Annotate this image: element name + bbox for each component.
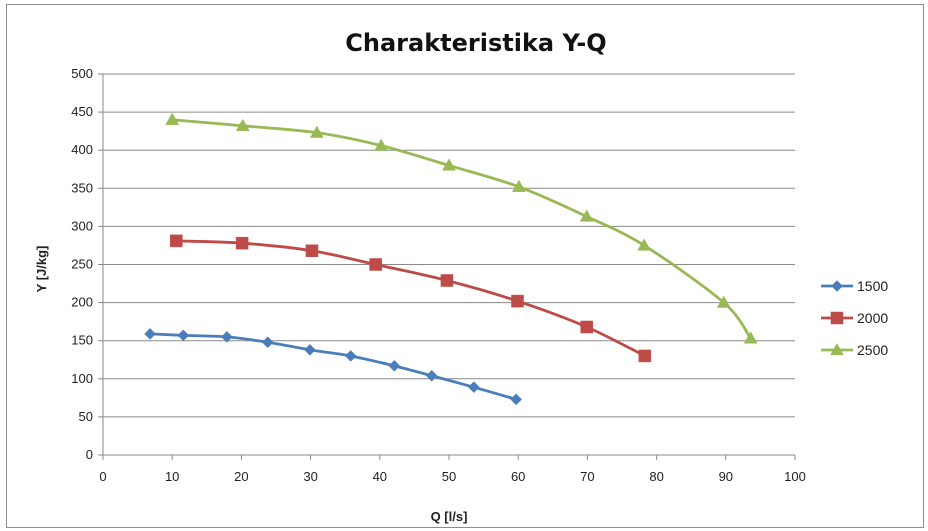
data-point-2500 bbox=[309, 125, 324, 138]
data-point-1500 bbox=[261, 336, 274, 349]
series-line-2500 bbox=[172, 118, 752, 340]
data-point-1500 bbox=[510, 393, 522, 406]
legend-label-2500: 2500 bbox=[857, 342, 888, 358]
data-point-2000 bbox=[638, 349, 652, 363]
legend-marker-1500 bbox=[831, 280, 843, 292]
data-point-2500 bbox=[374, 138, 389, 151]
y-tick-label: 150 bbox=[71, 333, 93, 348]
legend-marker-2000 bbox=[830, 311, 844, 325]
data-point-1500 bbox=[388, 359, 401, 372]
chart-frame: Charakteristika Y-Q 0 50 100 150 200 250 300 35… bbox=[6, 4, 924, 528]
legend-label-2000: 2000 bbox=[857, 310, 888, 326]
gridlines bbox=[103, 73, 795, 418]
data-point-2500 bbox=[637, 238, 652, 251]
axes bbox=[98, 73, 796, 460]
data-point-2500 bbox=[235, 118, 250, 131]
data-point-2000 bbox=[170, 234, 183, 248]
series-markers bbox=[144, 112, 758, 406]
x-tick-label: 20 bbox=[234, 469, 248, 484]
data-point-1500 bbox=[304, 343, 316, 356]
y-tick-label: 450 bbox=[71, 104, 93, 119]
x-tick-label: 30 bbox=[303, 469, 317, 484]
y-axis-label: Y [J/kg] bbox=[34, 246, 49, 293]
data-point-1500 bbox=[468, 381, 480, 394]
data-point-2000 bbox=[235, 236, 249, 250]
legend-label-1500: 1500 bbox=[857, 278, 888, 294]
y-tick-label: 500 bbox=[71, 66, 93, 81]
data-point-1500 bbox=[144, 327, 156, 340]
data-point-2500 bbox=[716, 295, 731, 308]
x-tick-label: 90 bbox=[719, 469, 733, 484]
data-point-2500 bbox=[579, 209, 594, 222]
legend: 1500 2000 2500 bbox=[821, 278, 888, 358]
y-tick-label: 50 bbox=[79, 409, 93, 424]
data-point-1500 bbox=[221, 331, 233, 343]
x-tick-label: 100 bbox=[784, 469, 806, 484]
y-tick-label: 250 bbox=[71, 257, 93, 272]
data-point-2500 bbox=[743, 331, 758, 344]
series-line-1500 bbox=[149, 332, 517, 401]
data-point-2000 bbox=[369, 258, 382, 271]
data-point-2000 bbox=[305, 244, 319, 258]
data-point-2000 bbox=[580, 320, 593, 334]
y-tick-label: 300 bbox=[71, 218, 93, 233]
x-tick-label: 0 bbox=[99, 469, 106, 484]
y-tick-label: 100 bbox=[71, 371, 93, 386]
x-axis-label: Q [l/s] bbox=[431, 509, 468, 524]
chart-svg: Charakteristika Y-Q 05010015020025030035… bbox=[34, 29, 888, 524]
data-point-1500 bbox=[344, 350, 357, 362]
tick-labels: 0 50 100 150 200 250 300 350 400 450 500 0 10 20 30 40 5… bbox=[71, 66, 806, 484]
data-point-2000 bbox=[511, 294, 524, 308]
data-point-2500 bbox=[511, 179, 526, 192]
legend-marker-2500 bbox=[830, 342, 844, 356]
data-point-2000 bbox=[440, 274, 454, 287]
x-tick-label: 10 bbox=[165, 469, 179, 484]
data-point-2500 bbox=[442, 158, 456, 171]
data-point-2500 bbox=[165, 112, 180, 125]
y-tick-label: 0 bbox=[86, 447, 93, 462]
x-tick-label: 60 bbox=[511, 469, 525, 484]
y-tick-label: 200 bbox=[71, 295, 93, 310]
chart-title: Charakteristika Y-Q bbox=[345, 29, 606, 57]
y-tick-label: 350 bbox=[71, 180, 93, 195]
data-point-1500 bbox=[425, 369, 438, 382]
x-tick-label: 80 bbox=[649, 469, 663, 484]
x-tick-label: 40 bbox=[373, 469, 387, 484]
y-tick-label: 400 bbox=[71, 142, 93, 157]
x-tick-label: 50 bbox=[442, 469, 456, 484]
data-point-1500 bbox=[177, 329, 190, 342]
x-tick-label: 70 bbox=[580, 469, 594, 484]
